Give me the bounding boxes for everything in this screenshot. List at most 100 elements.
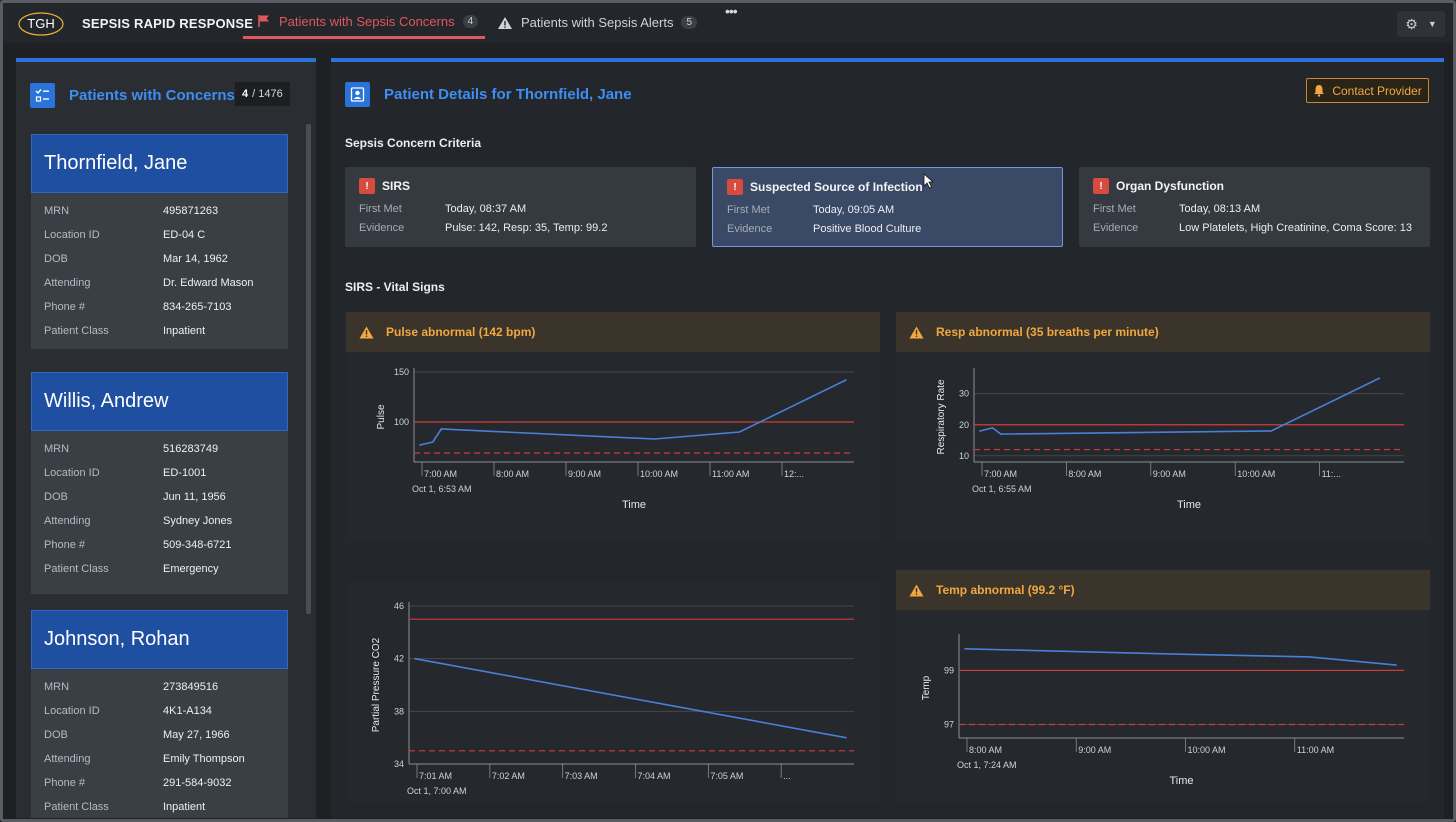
criteria-name: Organ Dysfunction bbox=[1116, 179, 1225, 193]
patient-field-row: Location ID ED-04 C bbox=[44, 229, 288, 253]
data-point bbox=[738, 431, 741, 433]
field-value: 834-265-7103 bbox=[163, 301, 232, 313]
tab-sepsis-alerts[interactable]: Patients with Sepsis Alerts 5 bbox=[497, 6, 707, 39]
series-line bbox=[419, 379, 847, 446]
field-value: 291-584-9032 bbox=[163, 777, 232, 789]
field-value: 516283749 bbox=[163, 443, 219, 455]
resp-chart[interactable]: 10 20 30 7:00 AM 8:00 AM 9:00 AM 10:00 AM 11:..… bbox=[896, 352, 1430, 542]
x-tick-label: 11:00 AM bbox=[1297, 745, 1334, 755]
pulse-warning: Pulse abnormal (142 bpm) bbox=[346, 312, 880, 352]
first-met-label: First Met bbox=[1093, 203, 1136, 215]
logo-text: TGH bbox=[27, 16, 54, 31]
settings-menu-button[interactable]: ⚙ ▼ bbox=[1397, 11, 1445, 37]
x-start-label: Oct 1, 6:55 AM bbox=[972, 484, 1032, 494]
criteria-card-infection[interactable]: ! Suspected Source of Infection First Met… bbox=[712, 167, 1063, 247]
x-tick-label: 9:00 AM bbox=[568, 469, 601, 479]
resp-warning: Resp abnormal (35 breaths per minute) bbox=[896, 312, 1430, 352]
patient-field-row: DOB Jun 11, 1956 bbox=[44, 491, 288, 515]
series-line bbox=[964, 648, 1397, 666]
y-tick-label: 10 bbox=[959, 451, 969, 461]
evidence-value: Positive Blood Culture bbox=[813, 223, 922, 235]
pulse-chart[interactable]: 100 150 7:00 AM 8:00 AM 9:00 AM 10:00 AM 11:00… bbox=[346, 352, 880, 542]
pco2-chart[interactable]: 34 38 42 46 7:01 AM 7:02 AM 7:03 AM 7:04 AM 7:05… bbox=[346, 582, 880, 802]
data-point bbox=[1395, 664, 1397, 666]
contact-provider-button[interactable]: Contact Provider bbox=[1306, 78, 1429, 103]
field-label: Patient Class bbox=[44, 801, 109, 813]
patient-count-total: / 1476 bbox=[252, 88, 283, 100]
alert-icon: ! bbox=[359, 178, 375, 194]
app-title: SEPSIS RAPID RESPONSE bbox=[82, 16, 254, 31]
patient-name: Thornfield, Jane bbox=[31, 134, 288, 193]
temp-chart[interactable]: 97 99 8:00 AM 9:00 AM 10:00 AM 11:00 AM Oct 1,… bbox=[896, 610, 1430, 802]
tab-sepsis-concerns[interactable]: Patients with Sepsis Concerns 4 bbox=[243, 6, 485, 39]
tab-count-badge: 4 bbox=[462, 14, 479, 28]
tab-label: Patients with Sepsis Alerts bbox=[521, 15, 674, 30]
data-point bbox=[440, 428, 443, 430]
criteria-card-organ-dysfunction[interactable]: ! Organ Dysfunction First Met Today, 08:13… bbox=[1079, 167, 1430, 247]
field-label: Patient Class bbox=[44, 563, 109, 575]
y-tick-label: 97 bbox=[944, 719, 954, 729]
patient-field-row: Phone # 509-348-6721 bbox=[44, 539, 288, 563]
patient-field-row: Phone # 291-584-9032 bbox=[44, 777, 288, 801]
x-start-label: Oct 1, 6:53 AM bbox=[412, 484, 472, 494]
data-point bbox=[1309, 656, 1311, 658]
patient-count: 4 / 1476 bbox=[235, 82, 290, 106]
patient-field-row: Phone # 834-265-7103 bbox=[44, 301, 288, 325]
field-label: Location ID bbox=[44, 705, 100, 717]
patient-details-panel: Patient Details for Thornfield, Jane Con… bbox=[331, 58, 1444, 818]
x-tick-label: 8:00 AM bbox=[1068, 469, 1101, 479]
field-value: Jun 11, 1956 bbox=[163, 491, 226, 503]
field-value: Inpatient bbox=[163, 801, 206, 813]
data-point bbox=[979, 430, 981, 432]
patient-count-current: 4 bbox=[242, 88, 249, 100]
patient-field-row: MRN 495871263 bbox=[44, 205, 288, 229]
first-met-value: Today, 09:05 AM bbox=[813, 204, 895, 216]
patient-card[interactable]: Thornfield, Jane MRN 495871263 Location I… bbox=[31, 134, 288, 349]
x-tick-label: ... bbox=[783, 771, 791, 781]
patient-name: Willis, Andrew bbox=[31, 372, 288, 431]
x-tick-label: 10:00 AM bbox=[640, 469, 678, 479]
evidence-value: Pulse: 142, Resp: 35, Temp: 99.2 bbox=[445, 222, 608, 234]
field-value: Dr. Edward Mason bbox=[163, 277, 254, 289]
x-tick-label: 7:01 AM bbox=[419, 771, 452, 781]
criteria-card-sirs[interactable]: ! SIRS First Met Today, 08:37 AM Evidence P… bbox=[345, 167, 696, 247]
x-tick-label: 8:00 AM bbox=[496, 469, 529, 479]
alert-icon: ! bbox=[727, 179, 743, 195]
x-tick-label: 7:00 AM bbox=[984, 469, 1017, 479]
field-value: 4K1-A134 bbox=[163, 705, 212, 717]
temp-warning-text: Temp abnormal (99.2 °F) bbox=[936, 583, 1075, 597]
tab-count-badge: 5 bbox=[681, 16, 698, 29]
warning-icon bbox=[359, 326, 374, 338]
field-value: May 27, 1966 bbox=[163, 729, 230, 741]
patient-name: Johnson, Rohan bbox=[31, 610, 288, 669]
data-point bbox=[653, 438, 656, 440]
x-tick-label: 7:00 AM bbox=[424, 469, 457, 479]
patient-list-scrollbar[interactable] bbox=[306, 124, 311, 614]
patient-field-row: Attending Sydney Jones bbox=[44, 515, 288, 539]
data-point bbox=[991, 427, 994, 429]
criteria-name: Suspected Source of Infection bbox=[750, 180, 923, 194]
contact-card-icon bbox=[345, 82, 370, 107]
patient-card[interactable]: Johnson, Rohan MRN 273849516 Location ID 4… bbox=[31, 610, 288, 818]
gear-icon: ⚙ bbox=[1405, 15, 1418, 32]
pulse-warning-text: Pulse abnormal (142 bpm) bbox=[386, 325, 536, 339]
field-label: Phone # bbox=[44, 777, 85, 789]
x-tick-label: 9:00 AM bbox=[1153, 469, 1186, 479]
y-tick-label: 38 bbox=[394, 706, 404, 716]
patient-card[interactable]: Willis, Andrew MRN 516283749 Location ID E… bbox=[31, 372, 288, 594]
warning-icon bbox=[909, 326, 924, 338]
field-value: Sydney Jones bbox=[163, 515, 233, 527]
y-tick-label: 100 bbox=[394, 417, 409, 427]
y-axis-title: Pulse bbox=[376, 404, 387, 429]
first-met-value: Today, 08:13 AM bbox=[1179, 203, 1261, 215]
field-value: 495871263 bbox=[163, 205, 219, 217]
x-tick-label: 8:00 AM bbox=[969, 745, 1002, 755]
x-axis-title: Time bbox=[622, 499, 646, 511]
drag-handle-icon[interactable]: ••• bbox=[725, 3, 738, 19]
x-tick-label: 11:... bbox=[1322, 469, 1341, 479]
patient-field-row: Location ID ED-1001 bbox=[44, 467, 288, 491]
patient-field-row: DOB Mar 14, 1962 bbox=[44, 253, 288, 277]
field-label: DOB bbox=[44, 491, 68, 503]
data-point bbox=[1270, 430, 1272, 432]
field-value: Mar 14, 1962 bbox=[163, 253, 228, 265]
